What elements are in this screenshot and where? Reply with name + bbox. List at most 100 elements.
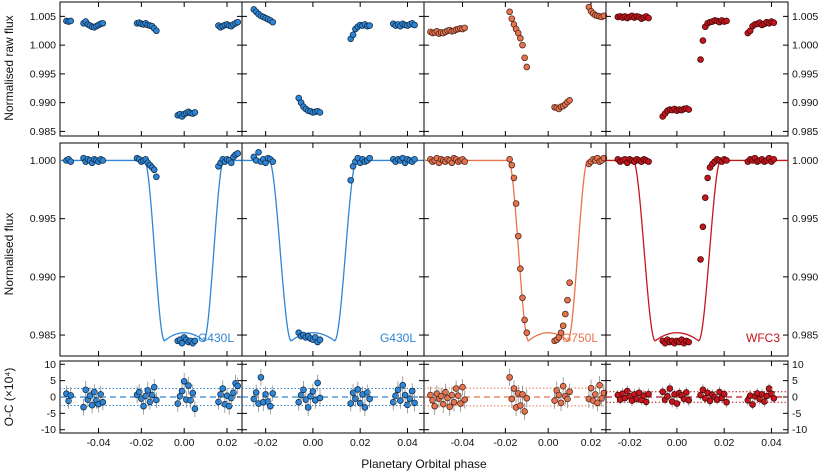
data-point (566, 97, 573, 104)
data-point (252, 389, 260, 396)
data-point (431, 402, 439, 410)
data-point (666, 385, 674, 392)
y-tick-label: 10 (44, 359, 56, 371)
panel-raw-flux-g430l-2 (241, 1, 425, 137)
data-point (517, 34, 524, 42)
data-point (506, 8, 513, 16)
x-tick-label: 0.00 (303, 437, 324, 449)
data-point (659, 388, 667, 396)
data-point (519, 41, 526, 49)
data-point (316, 336, 324, 344)
data-point (685, 106, 693, 113)
data-point (564, 296, 571, 304)
data-point (508, 161, 516, 169)
data-point (86, 392, 94, 399)
x-tick-label: -0.04 (87, 437, 111, 449)
x-tick-label: 0.02 (714, 437, 735, 449)
data-point (770, 155, 778, 163)
x-tick-label: -0.02 (493, 437, 517, 449)
data-point (697, 56, 704, 63)
data-point (146, 398, 154, 406)
data-point (267, 402, 274, 410)
x-tick-label: -0.02 (254, 437, 278, 449)
data-point (135, 388, 143, 396)
y-tick-label: 0 (50, 392, 56, 404)
data-point (523, 63, 531, 71)
data-point (600, 12, 608, 20)
x-tick-label: -0.04 (451, 437, 475, 449)
x-tick-label: 0.00 (667, 437, 688, 449)
data-point (356, 399, 364, 407)
data-point (512, 200, 520, 207)
data-point (80, 403, 87, 411)
data-point (411, 155, 418, 163)
data-point (635, 389, 643, 397)
y-tick-label: 0.990 (792, 271, 818, 283)
data-point (352, 395, 359, 402)
data-point (510, 385, 518, 392)
data-point (765, 385, 773, 392)
y-tick-label: 0.995 (30, 213, 56, 225)
data-point (521, 408, 528, 415)
data-point (461, 396, 468, 403)
data-point (770, 19, 778, 27)
data-point (150, 166, 158, 174)
data-point (174, 400, 182, 407)
data-point (269, 18, 277, 26)
data-point (645, 158, 652, 165)
data-point (699, 37, 707, 44)
data-point (442, 388, 449, 396)
data-point (517, 402, 524, 409)
panel-raw-flux-g750l (423, 1, 608, 137)
data-point (562, 310, 569, 318)
data-point (394, 386, 402, 394)
data-point (508, 395, 516, 403)
y-tick-label: 0.990 (30, 271, 56, 283)
data-point (706, 397, 714, 405)
data-point (685, 338, 693, 346)
data-point (517, 265, 524, 273)
data-point (366, 154, 373, 162)
data-point (600, 389, 608, 397)
data-point (459, 383, 466, 391)
data-point (144, 387, 152, 394)
data-point (191, 109, 199, 116)
data-point (230, 389, 237, 397)
normalised-flux-axis-title: Normalised flux (2, 213, 16, 296)
y-tick-label: 1.005 (30, 11, 56, 23)
data-point (683, 389, 690, 396)
data-point (392, 392, 399, 399)
y-tick-label: 1.000 (792, 155, 818, 167)
y-tick-label: 5 (50, 375, 56, 387)
panel-residuals-g750l: -0.04 -0.02 0.00 0.02 (423, 360, 608, 449)
data-point (723, 157, 730, 164)
data-point (99, 157, 107, 164)
data-point (461, 158, 468, 165)
panel-residuals-wfc3: -10 -5 0 5 10 -0.02 0.00 0.02 0.04 (605, 359, 807, 449)
data-point (366, 22, 373, 29)
panel-grid: 0.985 0.990 0.995 1.000 1.005 0.985 0.990 0.995… (30, 1, 818, 449)
data-point (215, 398, 222, 406)
panel-residuals-g430l-1: -10 -5 0 5 10 -0.04 -0.02 0.00 0.02 (41, 359, 243, 449)
data-point (704, 174, 711, 182)
data-point (366, 395, 373, 403)
data-point (361, 404, 369, 411)
y-tick-label: -10 (41, 424, 56, 436)
data-point (600, 154, 608, 162)
y-tick-label: 0.985 (30, 126, 56, 138)
data-point (457, 400, 464, 407)
y-tick-label: -10 (792, 424, 807, 436)
data-point (454, 392, 462, 399)
data-point (349, 31, 357, 39)
data-point (642, 398, 650, 406)
band-label: WFC3 (746, 331, 780, 345)
y-tick-label: 0.985 (792, 330, 818, 342)
y-tick-label: 0.990 (30, 97, 56, 109)
band-label: G750L (562, 331, 598, 345)
data-point (153, 173, 160, 181)
x-tick-label: 0.00 (174, 437, 195, 449)
data-point (506, 155, 513, 163)
y-tick-label: -5 (47, 408, 56, 420)
data-point (697, 391, 704, 399)
x-tick-label: 0.02 (581, 437, 602, 449)
